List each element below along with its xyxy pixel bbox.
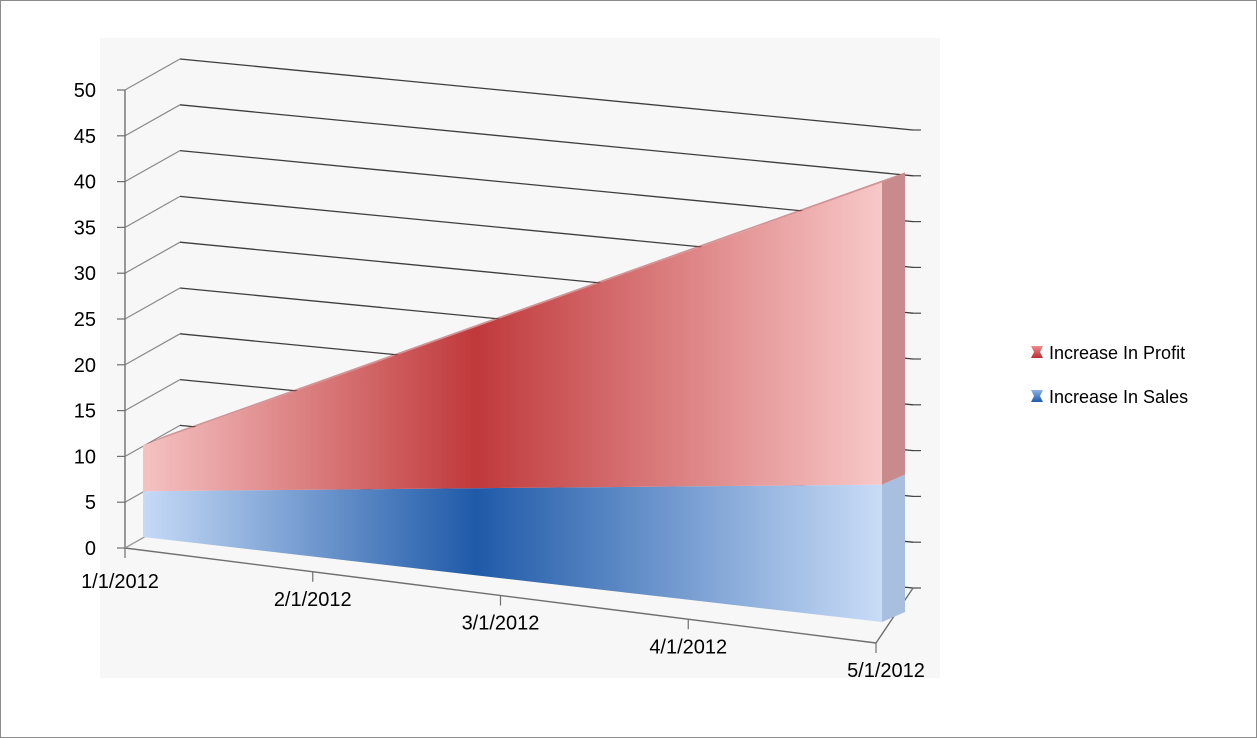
y-tick-label: 5 — [85, 492, 96, 514]
axes — [117, 89, 921, 653]
gridline-left — [124, 104, 181, 137]
x-tick-label: 1/1/2012 — [81, 571, 159, 593]
legend-swatch-sales — [1031, 390, 1043, 402]
x-axis-labels: 1/1/2012 2/1/2012 3/1/2012 4/1/2012 5/1/2012 — [81, 571, 925, 682]
gridline-left — [124, 379, 181, 412]
legend-swatch-profit — [1031, 346, 1043, 358]
series-top-profit — [143, 172, 905, 446]
y-tick-label: 35 — [74, 217, 96, 239]
gridline-left — [124, 333, 181, 366]
y-tick-label: 15 — [74, 401, 96, 423]
y-tick-label: 20 — [74, 355, 96, 377]
gridline-left — [124, 287, 181, 320]
y-axis-labels: 0 5 10 15 20 25 30 35 40 45 50 — [74, 80, 96, 560]
x-tick-label: 4/1/2012 — [649, 636, 727, 658]
x-tick-label: 2/1/2012 — [274, 589, 352, 611]
y-tick-label: 10 — [74, 446, 96, 468]
y-tick-label: 0 — [85, 538, 96, 560]
y-tick-label: 25 — [74, 309, 96, 331]
gridline-left — [124, 424, 181, 457]
series-areas — [143, 172, 905, 622]
y-tick-label: 40 — [74, 172, 96, 194]
legend-item-profit[interactable]: Increase In Profit — [1031, 343, 1185, 363]
gridline-left — [124, 195, 181, 228]
legend: Increase In Profit Increase In Sales — [1031, 343, 1188, 407]
y-tick-label: 45 — [74, 126, 96, 148]
gridline — [179, 104, 914, 177]
y-tick-label: 30 — [74, 263, 96, 285]
y-tick-label: 50 — [74, 80, 96, 102]
series-area-sales — [143, 484, 882, 622]
x-tick-label: 3/1/2012 — [462, 613, 540, 635]
gridline-left — [124, 58, 181, 91]
series-side-profit — [882, 172, 905, 485]
gridline — [179, 58, 914, 131]
legend-label-sales: Increase In Sales — [1049, 387, 1188, 407]
series-area-profit — [143, 182, 882, 492]
x-tick-label: 5/1/2012 — [847, 660, 925, 682]
legend-label-profit: Increase In Profit — [1049, 343, 1185, 363]
gridline-left — [124, 150, 181, 183]
gridline-left — [124, 241, 181, 274]
gridline — [179, 149, 914, 223]
legend-item-sales[interactable]: Increase In Sales — [1031, 387, 1188, 407]
series-side-sales — [882, 474, 905, 622]
